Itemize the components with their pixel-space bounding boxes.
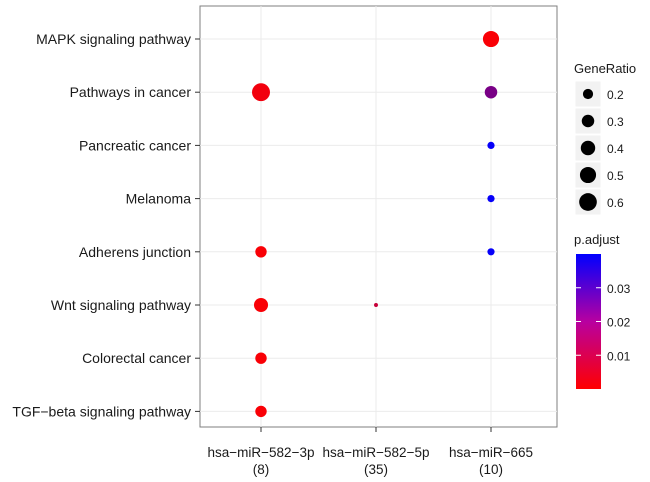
data-point [253, 297, 269, 313]
y-tick-label: TGF−beta signaling pathway [12, 403, 191, 419]
data-point [255, 405, 267, 418]
color-legend-label: 0.02 [607, 316, 631, 330]
y-tick-label: Wnt signaling pathway [51, 297, 191, 313]
x-axis: hsa−miR−582−3p (8) hsa−miR−582−5p (35) hsa−m… [208, 427, 533, 477]
data-point [255, 352, 267, 364]
y-tick-label: Melanoma [126, 191, 192, 207]
color-legend-label: 0.03 [607, 282, 631, 296]
data-point [255, 246, 267, 258]
color-legend: p.adjust 0.01 0.02 0.03 [574, 232, 631, 389]
y-axis: MAPK signaling pathway Pathways in cancer… [12, 31, 200, 419]
size-legend-label: 0.5 [607, 169, 624, 183]
x-tick-label: hsa−miR−582−3p [208, 445, 315, 460]
size-legend-dot [581, 114, 595, 128]
x-tick-label: hsa−miR−665 [449, 445, 533, 460]
size-legend-dot [579, 193, 597, 211]
y-tick-label: MAPK signaling pathway [36, 31, 191, 47]
size-legend-dot [579, 166, 597, 184]
size-legend-dot [580, 140, 596, 156]
y-tick-label: Adherens junction [79, 244, 191, 260]
color-legend-label: 0.01 [607, 349, 631, 363]
data-point [252, 83, 270, 102]
data-points [252, 30, 500, 418]
data-point [487, 141, 495, 150]
size-legend-label: 0.3 [607, 115, 624, 129]
size-legend-title: GeneRatio [574, 61, 636, 76]
size-legend-label: 0.2 [607, 88, 624, 102]
size-legend: GeneRatio 0.2 0.3 0.4 0.5 0.6 [574, 61, 636, 216]
size-legend-label: 0.6 [607, 196, 624, 210]
data-point [482, 30, 500, 48]
size-legend-label: 0.4 [607, 142, 624, 156]
x-tick-count: (10) [479, 462, 503, 477]
y-tick-label: Pancreatic cancer [79, 137, 191, 153]
data-point [374, 303, 378, 307]
plot-panel [199, 5, 558, 428]
x-tick-label: hsa−miR−582−5p [323, 445, 430, 460]
x-tick-count: (35) [364, 462, 388, 477]
data-point [487, 248, 495, 256]
color-legend-title: p.adjust [574, 232, 620, 247]
data-point [484, 85, 498, 99]
x-tick-count: (8) [253, 462, 270, 477]
data-point [487, 194, 495, 203]
size-legend-dot [582, 88, 594, 100]
y-tick-label: Colorectal cancer [82, 350, 191, 366]
y-tick-label: Pathways in cancer [70, 84, 192, 100]
